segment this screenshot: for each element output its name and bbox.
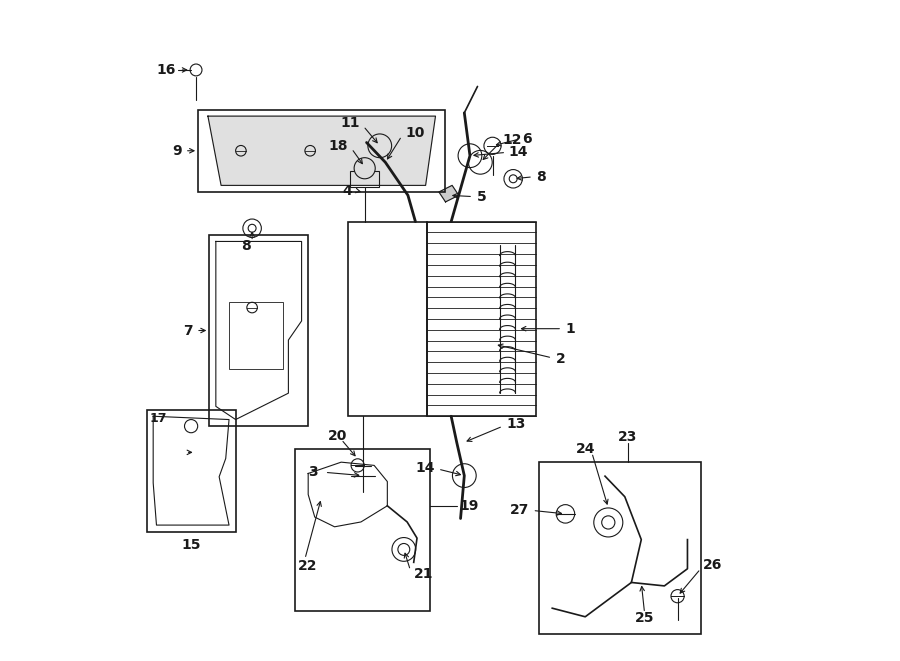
Bar xyxy=(295,449,430,611)
Text: 3: 3 xyxy=(309,465,318,479)
Text: 15: 15 xyxy=(182,538,201,552)
Bar xyxy=(427,221,536,416)
Polygon shape xyxy=(208,116,436,185)
Text: 4: 4 xyxy=(343,184,353,198)
Text: 17: 17 xyxy=(150,412,167,425)
Text: 21: 21 xyxy=(414,566,433,580)
Text: 27: 27 xyxy=(509,504,529,518)
Circle shape xyxy=(354,158,375,178)
Text: 14: 14 xyxy=(415,461,435,475)
Bar xyxy=(350,171,379,186)
Text: 13: 13 xyxy=(507,417,526,431)
Text: 20: 20 xyxy=(328,429,347,443)
Text: 22: 22 xyxy=(298,559,318,572)
Bar xyxy=(209,235,308,426)
Bar xyxy=(539,463,701,634)
Text: 1: 1 xyxy=(565,322,575,336)
Text: 12: 12 xyxy=(503,133,522,147)
Bar xyxy=(198,110,446,192)
Text: 18: 18 xyxy=(328,139,348,153)
Text: 8: 8 xyxy=(536,170,546,184)
Text: 19: 19 xyxy=(460,499,480,513)
Text: 11: 11 xyxy=(340,116,360,130)
Text: 16: 16 xyxy=(157,63,176,77)
Text: 14: 14 xyxy=(508,145,527,159)
Text: 26: 26 xyxy=(703,559,722,572)
Text: 10: 10 xyxy=(405,126,425,140)
Text: 6: 6 xyxy=(522,132,532,145)
Text: 24: 24 xyxy=(575,442,595,456)
Text: 25: 25 xyxy=(634,611,654,625)
Text: 23: 23 xyxy=(618,430,637,444)
Text: 5: 5 xyxy=(476,190,486,204)
Bar xyxy=(229,302,284,369)
Bar xyxy=(147,410,236,531)
Text: 8: 8 xyxy=(240,239,250,253)
Bar xyxy=(347,221,427,416)
Polygon shape xyxy=(439,185,459,202)
Text: 2: 2 xyxy=(555,352,565,366)
Text: 9: 9 xyxy=(172,143,182,158)
Text: 7: 7 xyxy=(183,323,193,338)
